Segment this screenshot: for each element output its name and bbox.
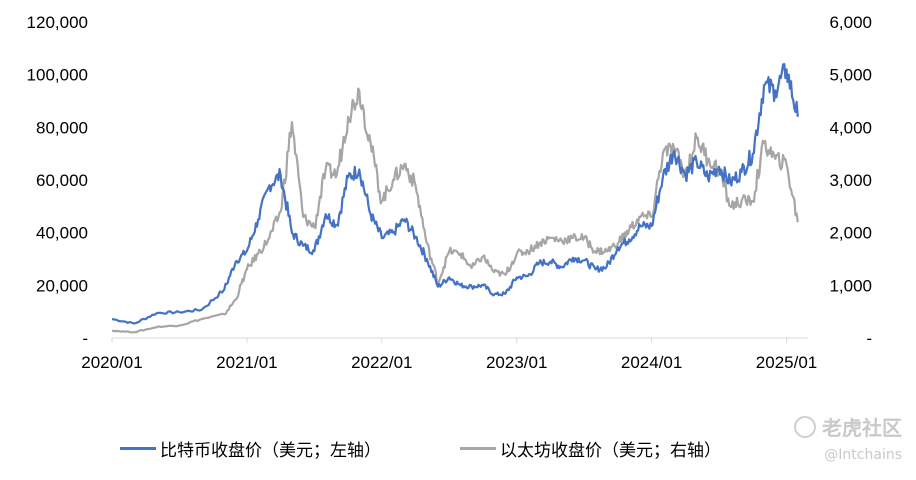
- x-tick-label: 2025/01: [756, 353, 817, 372]
- y-left-tick-label: 120,000: [27, 13, 88, 32]
- price-chart: -20,00040,00060,00080,000100,000120,000 …: [27, 13, 872, 372]
- watermark-handle: @Intchains: [824, 447, 902, 463]
- y-left-tick-label: -: [82, 329, 88, 348]
- btc-price-line: [111, 62, 799, 325]
- y-left-tick-label: 20,000: [36, 276, 88, 295]
- y-right-tick-label: 1,000: [829, 276, 872, 295]
- legend-swatch-btc: [120, 447, 156, 450]
- x-tick-label: 2020/01: [81, 353, 142, 372]
- y-right-tick-label: 3,000: [829, 171, 872, 190]
- x-tick-label: 2021/01: [216, 353, 277, 372]
- y-right-tick-label: 4,000: [829, 118, 872, 137]
- y-right-tick-label: 6,000: [829, 13, 872, 32]
- watermark-brand: 老虎社区: [822, 416, 902, 440]
- x-tick-label: 2023/01: [486, 353, 547, 372]
- y-left-tick-label: 40,000: [36, 224, 88, 243]
- y-right-tick-label: 5,000: [829, 66, 872, 85]
- legend-item-eth: 以太坊收盘价（美元；右轴）: [460, 436, 721, 461]
- x-tick-label: 2022/01: [351, 353, 412, 372]
- y-axis-left: - 20,000 40,000 60,000 80,000 100,000 120,000: [27, 13, 88, 348]
- series-layer: [111, 62, 799, 334]
- x-axis: 2020/01 2021/01 2022/01 2023/01 2024/01 2025/…: [81, 338, 817, 372]
- watermark: 老虎社区 @Intchains: [794, 412, 902, 463]
- legend-label-btc: 比特币收盘价（美元；左轴）: [160, 441, 381, 461]
- y-right-tick-label: 2,000: [829, 224, 872, 243]
- y-left-tick-label: 80,000: [36, 118, 88, 137]
- x-tick-label: 2024/01: [621, 353, 682, 372]
- y-axis-right: - 1,000 2,000 3,000 4,000 5,000 6,000: [829, 13, 872, 348]
- y-left-tick-label: 100,000: [27, 66, 88, 85]
- legend-item-btc: 比特币收盘价（美元；左轴）: [120, 436, 381, 461]
- y-left-tick-label: 60,000: [36, 171, 88, 190]
- legend-label-eth: 以太坊收盘价（美元；右轴）: [500, 441, 721, 461]
- tiger-logo-icon: [794, 415, 816, 438]
- legend-swatch-eth: [460, 447, 496, 450]
- eth-price-line: [111, 87, 799, 334]
- y-right-tick-label: -: [866, 329, 872, 348]
